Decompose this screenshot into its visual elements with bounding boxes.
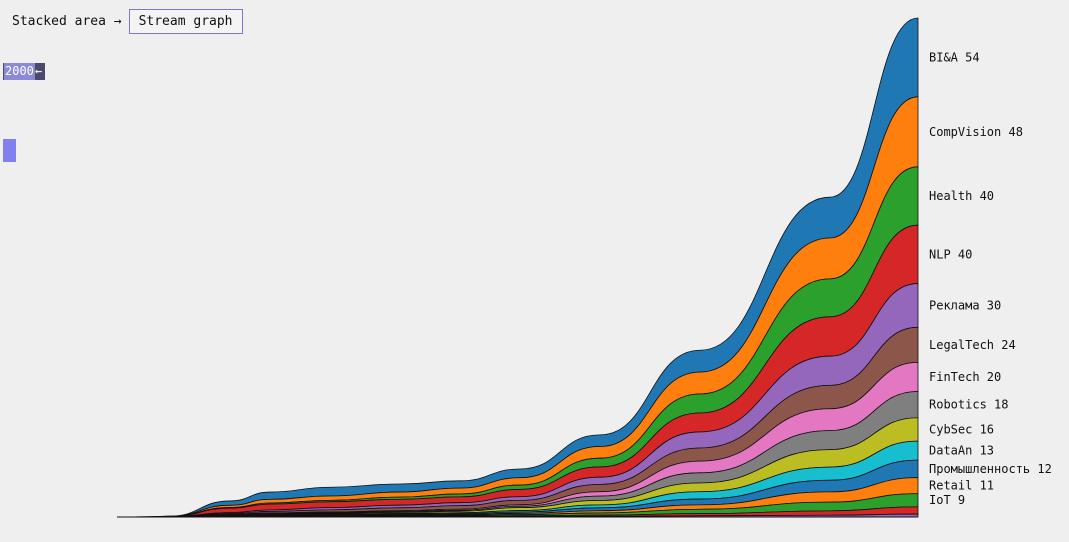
year-arrow[interactable]: ← bbox=[34, 64, 43, 78]
label-retail: Retail 11 bbox=[929, 479, 994, 493]
year-selector[interactable]: 2000 ← bbox=[3, 63, 46, 80]
stream-graph-button[interactable]: Stream graph bbox=[128, 9, 243, 34]
label-health: Health 40 bbox=[929, 189, 994, 203]
label-cybsec: CybSec 16 bbox=[929, 422, 994, 436]
label-fintech: FinTech 20 bbox=[929, 370, 1001, 384]
label-legaltech: LegalTech 24 bbox=[929, 338, 1016, 352]
label-robotics: Robotics 18 bbox=[929, 398, 1008, 412]
series-labels: BI&A 54 CompVision 48 Health 40 NLP 40 Рекла… bbox=[929, 50, 1052, 507]
label-nlp: NLP 40 bbox=[929, 247, 972, 261]
year-value[interactable]: 2000 bbox=[4, 63, 35, 80]
label-iot: IoT 9 bbox=[929, 493, 965, 507]
label-compvision: CompVision 48 bbox=[929, 125, 1023, 139]
label-bi-a: BI&A 54 bbox=[929, 50, 980, 64]
chart-mode-toolbar: Stacked area → Stream graph bbox=[12, 8, 243, 35]
label-dataan: DataAn 13 bbox=[929, 444, 994, 458]
label-промышленность: Промышленность 12 bbox=[929, 462, 1052, 476]
stacked-area-toggle-label[interactable]: Stacked area → bbox=[12, 14, 122, 29]
label-реклама: Реклама 30 bbox=[929, 298, 1001, 312]
stream-layers bbox=[116, 17, 919, 518]
timeline-slider-handle[interactable] bbox=[3, 139, 16, 162]
